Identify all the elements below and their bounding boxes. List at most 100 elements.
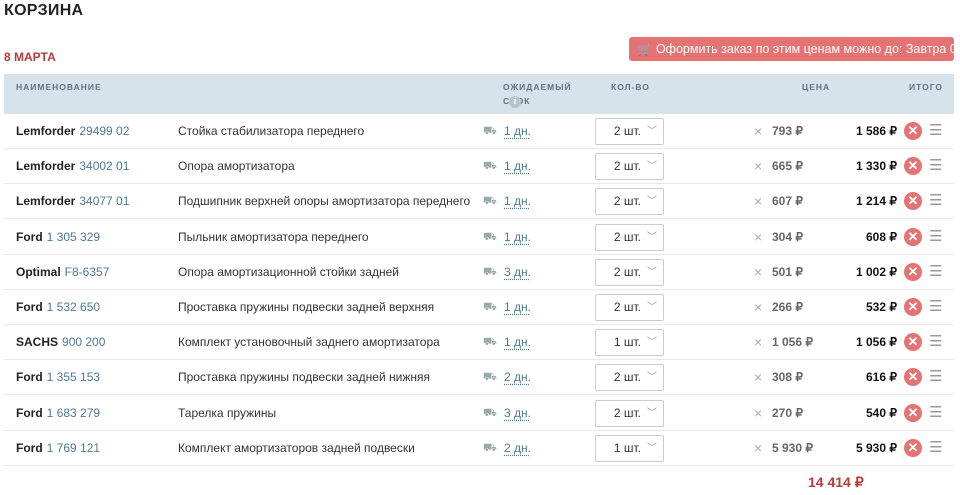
drag-handle-icon[interactable]: ☰ <box>929 368 943 386</box>
part-name: Пыльник амортизатора переднего <box>178 229 369 244</box>
row-total: 1 586 ₽ <box>856 124 897 138</box>
table-row: Optimal F8-6357 Опора амортизационной сто… <box>4 255 954 290</box>
drag-handle-icon[interactable]: ☰ <box>929 262 943 280</box>
drag-handle-icon[interactable]: ☰ <box>929 403 943 421</box>
remove-icon[interactable]: ✕ <box>904 403 922 422</box>
truck-icon: ⛟ <box>483 336 497 349</box>
multiply-icon: × <box>754 404 763 421</box>
remove-icon[interactable]: ✕ <box>904 192 922 211</box>
truck-icon: ⛟ <box>483 160 497 173</box>
drag-handle-icon[interactable]: ☰ <box>929 298 943 315</box>
unit-price: 304 ₽ <box>772 229 803 244</box>
multiply-icon: × <box>754 299 763 315</box>
quantity-select[interactable]: 2 шт. ﹀ <box>595 294 664 321</box>
drag-handle-icon[interactable]: ☰ <box>929 227 943 245</box>
quantity-value: 1 шт. <box>613 440 641 455</box>
remove-icon[interactable]: ✕ <box>904 333 922 352</box>
article-link[interactable]: F8-6357 <box>64 264 110 279</box>
brand-name: Ford <box>16 229 43 244</box>
table-header: НАИМЕНОВАНИЕ ОЖИДАЕМЫЙ СРОКi КОЛ-ВО ЦЕНА… <box>4 74 954 114</box>
quantity-value: 1 шт. <box>613 335 641 350</box>
article-link[interactable]: 900 200 <box>62 335 106 350</box>
remove-icon[interactable]: ✕ <box>904 122 922 140</box>
delivery-days[interactable]: 1 дн. <box>504 300 531 314</box>
article-link[interactable]: 1 532 650 <box>46 300 101 314</box>
truck-icon: ⛟ <box>483 230 497 243</box>
delivery-days[interactable]: 2 дн. <box>504 440 531 455</box>
unit-price: 501 ₽ <box>772 264 803 279</box>
delivery-days[interactable]: 2 дн. <box>504 370 531 385</box>
unit-price: 793 ₽ <box>772 124 803 138</box>
row-total: 1 002 ₽ <box>856 264 897 279</box>
truck-icon: ⛟ <box>483 265 497 278</box>
remove-icon[interactable]: ✕ <box>904 262 922 281</box>
brand: Lemforder 34002 01 <box>16 149 129 183</box>
table-row: Lemforder 29499 02 Стойка стабилизатора п… <box>4 114 954 149</box>
article-link[interactable]: 1 355 153 <box>46 370 101 385</box>
delivery-days[interactable]: 1 дн. <box>504 124 531 138</box>
unit-price: 5 930 ₽ <box>772 440 813 455</box>
multiply-icon: × <box>754 263 763 280</box>
quantity-value: 2 шт. <box>613 229 641 244</box>
table-row: Ford 1 532 650 Проставка пружины подвески… <box>4 290 954 325</box>
remove-icon[interactable]: ✕ <box>904 227 922 246</box>
quantity-select[interactable]: 2 шт. ﹀ <box>595 153 664 181</box>
table-row: Ford 1 683 279 Тарелка пружины ⛟ 3 дн. 2 … <box>4 396 954 431</box>
article-link[interactable]: 1 769 121 <box>46 440 101 455</box>
delivery-days[interactable]: 3 дн. <box>504 405 531 420</box>
banner-text: Оформить заказ по этим ценам можно до: З… <box>655 42 960 56</box>
truck-icon: ⛟ <box>483 195 497 208</box>
article-link[interactable]: 34077 01 <box>79 194 130 209</box>
brand: Ford 1 683 279 <box>16 396 100 430</box>
quantity-select[interactable]: 2 шт. ﹀ <box>595 223 664 251</box>
quantity-select[interactable]: 1 шт. ﹀ <box>595 434 664 462</box>
brand-name: Lemforder <box>16 194 76 209</box>
remove-icon[interactable]: ✕ <box>904 298 922 316</box>
chevron-down-icon: ﹀ <box>647 231 657 243</box>
drag-handle-icon[interactable]: ☰ <box>929 438 943 456</box>
order-deadline-banner[interactable]: 🛒 Оформить заказ по этим ценам можно до: … <box>629 37 960 61</box>
delivery-days[interactable]: 3 дн. <box>504 264 531 279</box>
drag-handle-icon[interactable]: ☰ <box>929 157 943 175</box>
info-icon[interactable]: i <box>509 96 521 108</box>
article-link[interactable]: 1 683 279 <box>46 405 101 420</box>
table-row: Lemforder 34002 01 Опора амортизатора ⛟ 1… <box>4 149 954 185</box>
brand-name: Ford <box>16 440 43 455</box>
quantity-value: 2 шт. <box>613 300 641 314</box>
part-name: Комплект установочный заднего амортизато… <box>178 335 440 350</box>
delivery-date: 8 МАРТА <box>4 50 56 64</box>
header-total: ИТОГО <box>909 82 944 92</box>
delivery-days[interactable]: 1 дн. <box>504 159 531 174</box>
chevron-down-icon: ﹀ <box>647 126 657 137</box>
remove-icon[interactable]: ✕ <box>904 157 922 176</box>
quantity-value: 2 шт. <box>613 124 641 138</box>
quantity-value: 2 шт. <box>613 159 641 174</box>
quantity-select[interactable]: 2 шт. ﹀ <box>595 188 664 216</box>
chevron-down-icon: ﹀ <box>647 442 657 454</box>
quantity-select[interactable]: 2 шт. ﹀ <box>595 399 664 427</box>
article-link[interactable]: 34002 01 <box>79 159 130 174</box>
unit-price: 270 ₽ <box>772 405 803 420</box>
quantity-select[interactable]: 2 шт. ﹀ <box>595 118 664 145</box>
part-name: Опора амортизационной стойки задней <box>178 264 399 279</box>
part-name: Опора амортизатора <box>178 159 295 174</box>
drag-handle-icon[interactable]: ☰ <box>929 333 943 351</box>
quantity-select[interactable]: 2 шт. ﹀ <box>595 364 664 392</box>
table-row: Ford 1 305 329 Пыльник амортизатора перед… <box>4 220 954 255</box>
delivery-days[interactable]: 1 дн. <box>504 335 531 350</box>
chevron-down-icon: ﹀ <box>647 266 657 278</box>
article-link[interactable]: 1 305 329 <box>46 229 101 244</box>
remove-icon[interactable]: ✕ <box>904 368 922 387</box>
multiply-icon: × <box>754 193 763 210</box>
delivery-days[interactable]: 1 дн. <box>504 229 531 244</box>
brand: Optimal F8-6357 <box>16 255 109 289</box>
quantity-select[interactable]: 2 шт. ﹀ <box>595 258 664 286</box>
part-name: Подшипник верхней опоры амортизатора пер… <box>178 194 471 209</box>
delivery-days[interactable]: 1 дн. <box>504 194 531 209</box>
quantity-select[interactable]: 1 шт. ﹀ <box>595 329 664 357</box>
drag-handle-icon[interactable]: ☰ <box>929 192 943 210</box>
article-link[interactable]: 29499 02 <box>79 124 130 138</box>
chevron-down-icon: ﹀ <box>647 337 657 349</box>
remove-icon[interactable]: ✕ <box>904 438 922 457</box>
drag-handle-icon[interactable]: ☰ <box>929 122 943 139</box>
